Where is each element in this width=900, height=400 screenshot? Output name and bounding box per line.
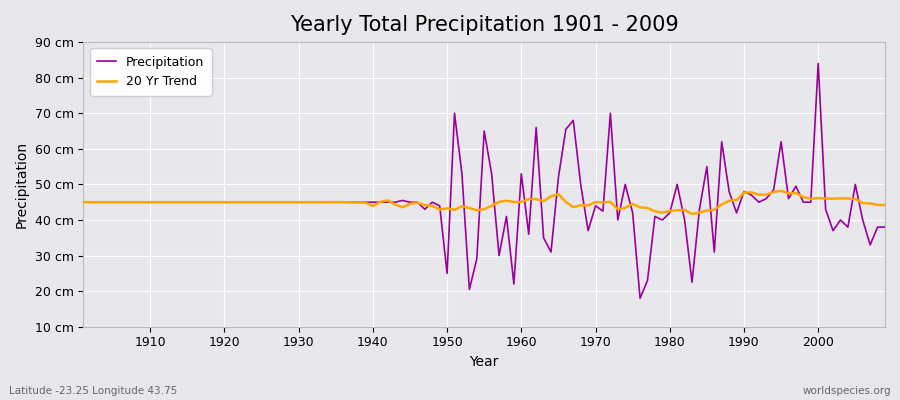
20 Yr Trend [687, 212, 698, 216]
Precipitation [813, 61, 824, 66]
20 Yr Trend [516, 200, 526, 204]
Precipitation [634, 296, 645, 301]
20 Yr Trend [508, 200, 519, 204]
20 Yr Trend [138, 200, 148, 205]
Title: Yearly Total Precipitation 1901 - 2009: Yearly Total Precipitation 1901 - 2009 [290, 15, 679, 35]
Precipitation [516, 171, 526, 176]
Legend: Precipitation, 20 Yr Trend: Precipitation, 20 Yr Trend [90, 48, 212, 96]
Line: Precipitation: Precipitation [84, 64, 885, 298]
20 Yr Trend [78, 200, 89, 205]
20 Yr Trend [879, 203, 890, 208]
Precipitation [301, 200, 311, 205]
20 Yr Trend [776, 188, 787, 193]
Precipitation [138, 200, 148, 205]
20 Yr Trend [346, 200, 356, 205]
Line: 20 Yr Trend: 20 Yr Trend [84, 191, 885, 214]
20 Yr Trend [605, 200, 616, 204]
Text: Latitude -23.25 Longitude 43.75: Latitude -23.25 Longitude 43.75 [9, 386, 177, 396]
Precipitation [508, 282, 519, 286]
Precipitation [879, 225, 890, 230]
20 Yr Trend [301, 200, 311, 205]
Y-axis label: Precipitation: Precipitation [15, 141, 29, 228]
X-axis label: Year: Year [470, 355, 499, 369]
Precipitation [346, 200, 356, 205]
Precipitation [605, 111, 616, 116]
Precipitation [78, 200, 89, 205]
Text: worldspecies.org: worldspecies.org [803, 386, 891, 396]
